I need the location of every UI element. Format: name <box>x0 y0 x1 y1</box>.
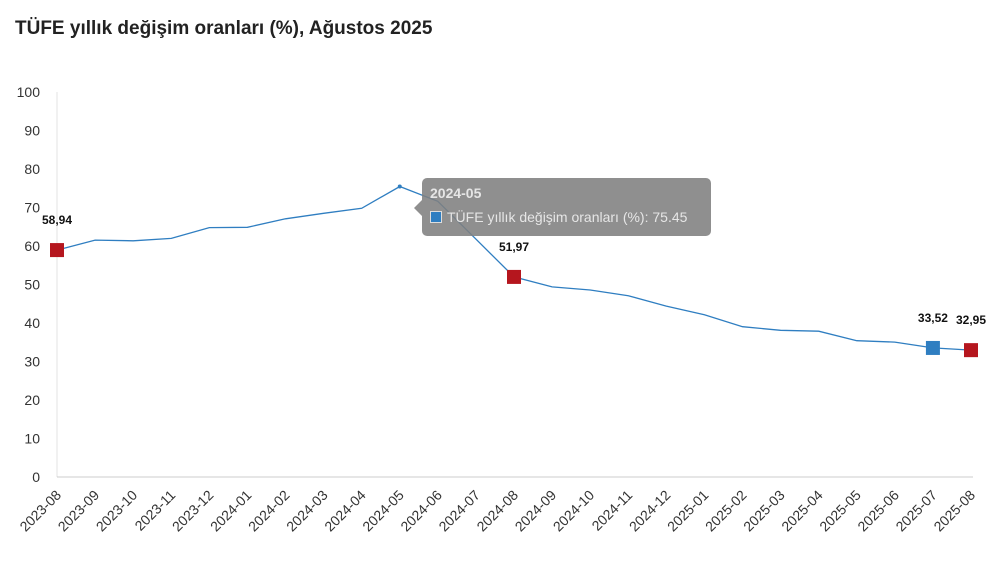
data-label: 51,97 <box>499 240 529 254</box>
y-tick-label: 100 <box>17 84 41 100</box>
data-label: 32,95 <box>956 313 986 327</box>
y-tick-label: 40 <box>24 315 40 331</box>
y-axis: 0 10 20 30 40 50 60 70 80 90 100 <box>17 84 58 485</box>
x-tick-label: 2025-08 <box>930 487 978 535</box>
x-tick-label: 2023-09 <box>55 487 103 535</box>
x-tick-label: 2025-03 <box>740 487 788 535</box>
data-point-marker[interactable] <box>50 243 64 258</box>
x-tick-label: 2024-05 <box>359 487 407 535</box>
chart-title: TÜFE yıllık değişim oranları (%), Ağusto… <box>15 18 433 39</box>
y-tick-label: 60 <box>24 238 40 254</box>
tooltip-text: TÜFE yıllık değişim oranları (%): 75.45 <box>447 209 688 225</box>
x-tick-label: 2024-06 <box>397 487 445 535</box>
x-tick-label: 2024-02 <box>245 487 293 535</box>
data-labels: 58,94 51,97 33,52 32,95 <box>42 213 986 327</box>
y-tick-label: 10 <box>24 431 40 447</box>
x-tick-label: 2025-04 <box>778 487 826 535</box>
x-tick-label: 2024-03 <box>283 487 331 535</box>
x-tick-label: 2024-04 <box>321 487 369 535</box>
y-tick-label: 80 <box>24 161 40 177</box>
y-tick-label: 30 <box>24 354 40 370</box>
x-tick-label: 2024-10 <box>550 487 598 535</box>
x-tick-label: 2024-12 <box>626 487 674 535</box>
x-tick-label: 2025-06 <box>854 487 902 535</box>
x-tick-label: 2025-05 <box>816 487 864 535</box>
x-tick-label: 2023-08 <box>16 487 64 535</box>
data-label: 33,52 <box>918 311 948 325</box>
y-tick-label: 0 <box>32 469 40 485</box>
y-tick-label: 50 <box>24 277 40 293</box>
x-tick-label: 2024-08 <box>473 487 521 535</box>
data-point-marker[interactable] <box>964 343 978 358</box>
data-point-marker[interactable] <box>925 340 940 355</box>
hovered-data-point[interactable] <box>397 184 402 189</box>
x-tick-label: 2025-07 <box>892 487 940 535</box>
x-tick-label: 2023-12 <box>169 487 217 535</box>
y-tick-label: 70 <box>24 200 40 216</box>
series-swatch-icon <box>430 211 442 223</box>
data-point-marker[interactable] <box>507 269 521 284</box>
tooltip-title: 2024-05 <box>430 185 482 201</box>
x-axis: 2023-082023-092023-102023-112023-122024-… <box>16 476 978 535</box>
x-tick-label: 2024-01 <box>207 487 255 535</box>
x-tick-label: 2023-10 <box>93 487 141 535</box>
x-tick-label: 2024-07 <box>435 487 483 535</box>
x-tick-label: 2025-01 <box>664 487 712 535</box>
x-tick-label: 2024-09 <box>512 487 560 535</box>
tooltip-row: TÜFE yıllık değişim oranları (%): 75.45 <box>430 209 687 225</box>
tooltip: 2024-05 TÜFE yıllık değişim oranları (%)… <box>414 178 711 236</box>
x-tick-label: 2025-02 <box>702 487 750 535</box>
data-label: 58,94 <box>42 213 72 227</box>
y-tick-label: 20 <box>24 392 40 408</box>
y-tick-label: 90 <box>24 123 40 139</box>
plot-area <box>50 184 978 358</box>
